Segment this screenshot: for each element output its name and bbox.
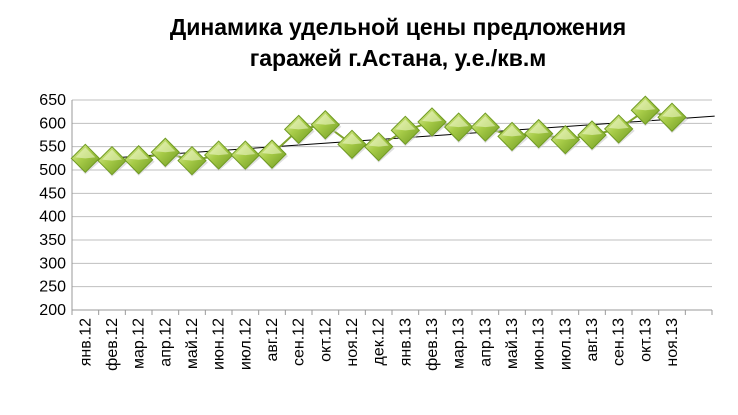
- data-point: [230, 140, 262, 172]
- data-point: [497, 121, 528, 153]
- data-point: [630, 95, 662, 127]
- y-tick-label: 400: [39, 209, 66, 226]
- data-point: [257, 139, 288, 171]
- y-tick-label: 600: [39, 115, 66, 132]
- data-point: [550, 124, 582, 156]
- data-point: [123, 145, 155, 176]
- x-tick-label: мар.12: [131, 318, 148, 369]
- y-tick-label: 250: [39, 279, 66, 296]
- y-tick-label: 650: [39, 92, 66, 109]
- data-point: [150, 137, 182, 169]
- data-point: [97, 145, 128, 177]
- x-tick-label: сен.12: [291, 318, 308, 366]
- data-point: [390, 115, 422, 147]
- data-point: [177, 145, 208, 177]
- y-tick-label: 300: [39, 255, 66, 272]
- x-tick-label: июл.12: [237, 318, 254, 370]
- y-tick-label: 450: [39, 185, 66, 202]
- x-tick-label: мар.13: [451, 318, 468, 369]
- x-tick-label: фев.13: [424, 318, 441, 371]
- x-tick-label: сен.13: [611, 318, 628, 366]
- data-point: [443, 112, 475, 144]
- x-tick-label: янв.13: [397, 318, 414, 366]
- x-tick-label: окт.13: [637, 318, 654, 362]
- chart-title-line-2: гаражей г.Астана, у.е./кв.м: [249, 45, 547, 71]
- data-point: [363, 131, 395, 163]
- x-tick-label: июн.13: [531, 318, 548, 370]
- x-tick-label: дек.12: [371, 318, 388, 366]
- data-point: [283, 114, 315, 146]
- x-tick-label: июн.12: [211, 318, 228, 370]
- x-tick-label: ноя.12: [344, 318, 361, 367]
- x-tick-label: ноя.13: [664, 318, 681, 367]
- x-tick-label: июл.13: [557, 318, 574, 370]
- x-tick-label: авг.12: [264, 318, 281, 362]
- data-point: [523, 118, 555, 150]
- x-tick-label: май.12: [184, 318, 201, 369]
- data-point: [70, 143, 102, 175]
- y-tick-label: 350: [39, 232, 66, 249]
- x-tick-label: авг.13: [584, 318, 601, 362]
- x-tick-label: янв.12: [77, 318, 94, 366]
- chart-title: Динамика удельной цены предложения гараж…: [0, 12, 738, 74]
- x-tick-label: апр.13: [477, 318, 494, 367]
- y-tick-label: 500: [39, 162, 66, 179]
- x-tick-label: окт.12: [317, 318, 334, 362]
- data-point: [657, 102, 688, 134]
- x-tick-label: май.13: [504, 318, 521, 369]
- data-point: [310, 110, 342, 141]
- x-tick-label: фев.12: [104, 318, 121, 371]
- y-tick-label: 200: [39, 302, 66, 319]
- data-point: [470, 112, 502, 144]
- data-point: [337, 129, 368, 161]
- data-point: [603, 114, 635, 145]
- y-tick-label: 550: [39, 139, 66, 156]
- data-point: [417, 107, 448, 138]
- x-tick-label: апр.12: [157, 318, 174, 367]
- data-point: [203, 140, 235, 172]
- data-point: [577, 120, 608, 151]
- chart-title-line-1: Динамика удельной цены предложения: [169, 14, 627, 40]
